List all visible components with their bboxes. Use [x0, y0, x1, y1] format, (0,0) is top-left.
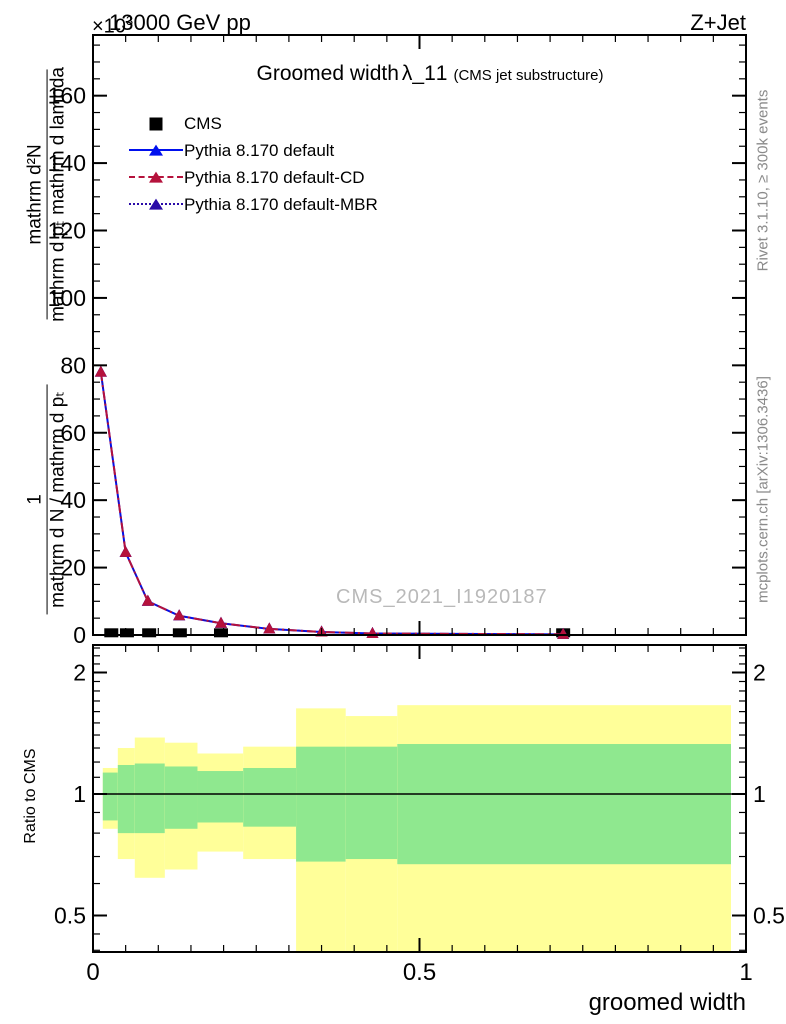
scale-exponent: 3 — [125, 13, 134, 28]
ratio-y-axis-ticks: 0.5 0.5 1 1 2 2 — [54, 647, 785, 951]
plot-title-text: Groomed width — [256, 62, 399, 85]
mcplots-credit-text: mcplots.cern.ch [arXiv:1306.3436] — [754, 376, 772, 603]
fraction-numerator: 1 — [24, 494, 46, 505]
svg-text:60: 60 — [60, 420, 86, 446]
main-y-axis-label-lower: 1 mathrm d N / mathrm d pₜ — [24, 384, 69, 615]
svg-text:0: 0 — [86, 959, 99, 986]
legend-label: Pythia 8.170 default-CD — [184, 167, 365, 187]
scale-base: ×10 — [92, 15, 126, 38]
legend-item-pythia-default: Pythia 8.170 default — [128, 137, 378, 164]
svg-text:0.5: 0.5 — [403, 959, 436, 986]
svg-text:20: 20 — [60, 555, 86, 581]
svg-text:160: 160 — [48, 83, 86, 109]
legend-item-pythia-cd: Pythia 8.170 default-CD — [128, 164, 378, 191]
beam-energy-title: 13000 GeV pp — [109, 10, 251, 35]
svg-text:0.5: 0.5 — [54, 903, 86, 929]
svg-text:1: 1 — [73, 781, 86, 807]
svg-text:80: 80 — [60, 352, 86, 378]
svg-text:2: 2 — [753, 660, 766, 686]
legend-label: CMS — [184, 113, 222, 133]
svg-text:1: 1 — [739, 959, 752, 986]
svg-text:groomed width: groomed width — [589, 989, 746, 1016]
rivet-version-text: Rivet 3.1.10, ≥ 300k events — [754, 89, 772, 272]
plot-title-sup: 1 — [435, 62, 448, 85]
y-axis-scale-note: ×103 — [92, 13, 133, 39]
legend-item-cms: CMS — [128, 110, 378, 137]
svg-text:2: 2 — [73, 660, 86, 686]
x-axis-ticks — [92, 35, 747, 952]
svg-text:0: 0 — [73, 622, 86, 648]
fraction-numerator: mathrm d²N — [24, 144, 46, 245]
svg-text:1: 1 — [753, 781, 766, 807]
plot-title-symbol: λ_1 — [401, 62, 436, 85]
fraction-denominator: mathrm d pₜ mathrm d lambda — [47, 67, 69, 322]
mc-curve-2 — [94, 365, 570, 639]
svg-text:100: 100 — [48, 285, 86, 311]
x-axis-labels: 0 0.5 1 groomed width — [86, 959, 752, 1016]
plot-subtitle: (CMS jet substructure) — [453, 67, 604, 84]
fraction-denominator: mathrm d N / mathrm d pₜ — [47, 391, 69, 608]
svg-text:140: 140 — [48, 150, 86, 176]
legend-item-pythia-mbr: Pythia 8.170 default-MBR — [128, 191, 378, 218]
red-triangle-dashline-icon — [128, 164, 184, 191]
process-title: Z+Jet — [690, 10, 746, 35]
navy-triangle-dotline-icon — [128, 191, 184, 218]
main-y-axis-label-upper: mathrm d²N mathrm d pₜ mathrm d lambda — [24, 67, 69, 322]
cms-square-marker-icon — [128, 110, 184, 137]
svg-text:40: 40 — [60, 487, 86, 513]
legend-label: Pythia 8.170 default — [184, 140, 335, 160]
blue-triangle-line-icon — [128, 137, 184, 164]
plot-title: Groomed width λ_1 1 (CMS jet substructure… — [180, 62, 680, 86]
svg-text:120: 120 — [48, 218, 86, 244]
legend-label: Pythia 8.170 default-MBR — [184, 194, 378, 214]
main-y-axis-ticks: 0 20 40 60 80 100 120 140 160 — [48, 44, 746, 648]
analysis-id-watermark: CMS_2021_I1920187 — [336, 586, 548, 608]
svg-text:0.5: 0.5 — [753, 903, 785, 929]
ratio-y-axis-label: Ratio to CMS — [22, 748, 39, 844]
legend: CMS Pythia 8.170 default Pythia 8.170 de… — [128, 110, 378, 218]
ratio-uncertainty-bands — [102, 705, 731, 952]
